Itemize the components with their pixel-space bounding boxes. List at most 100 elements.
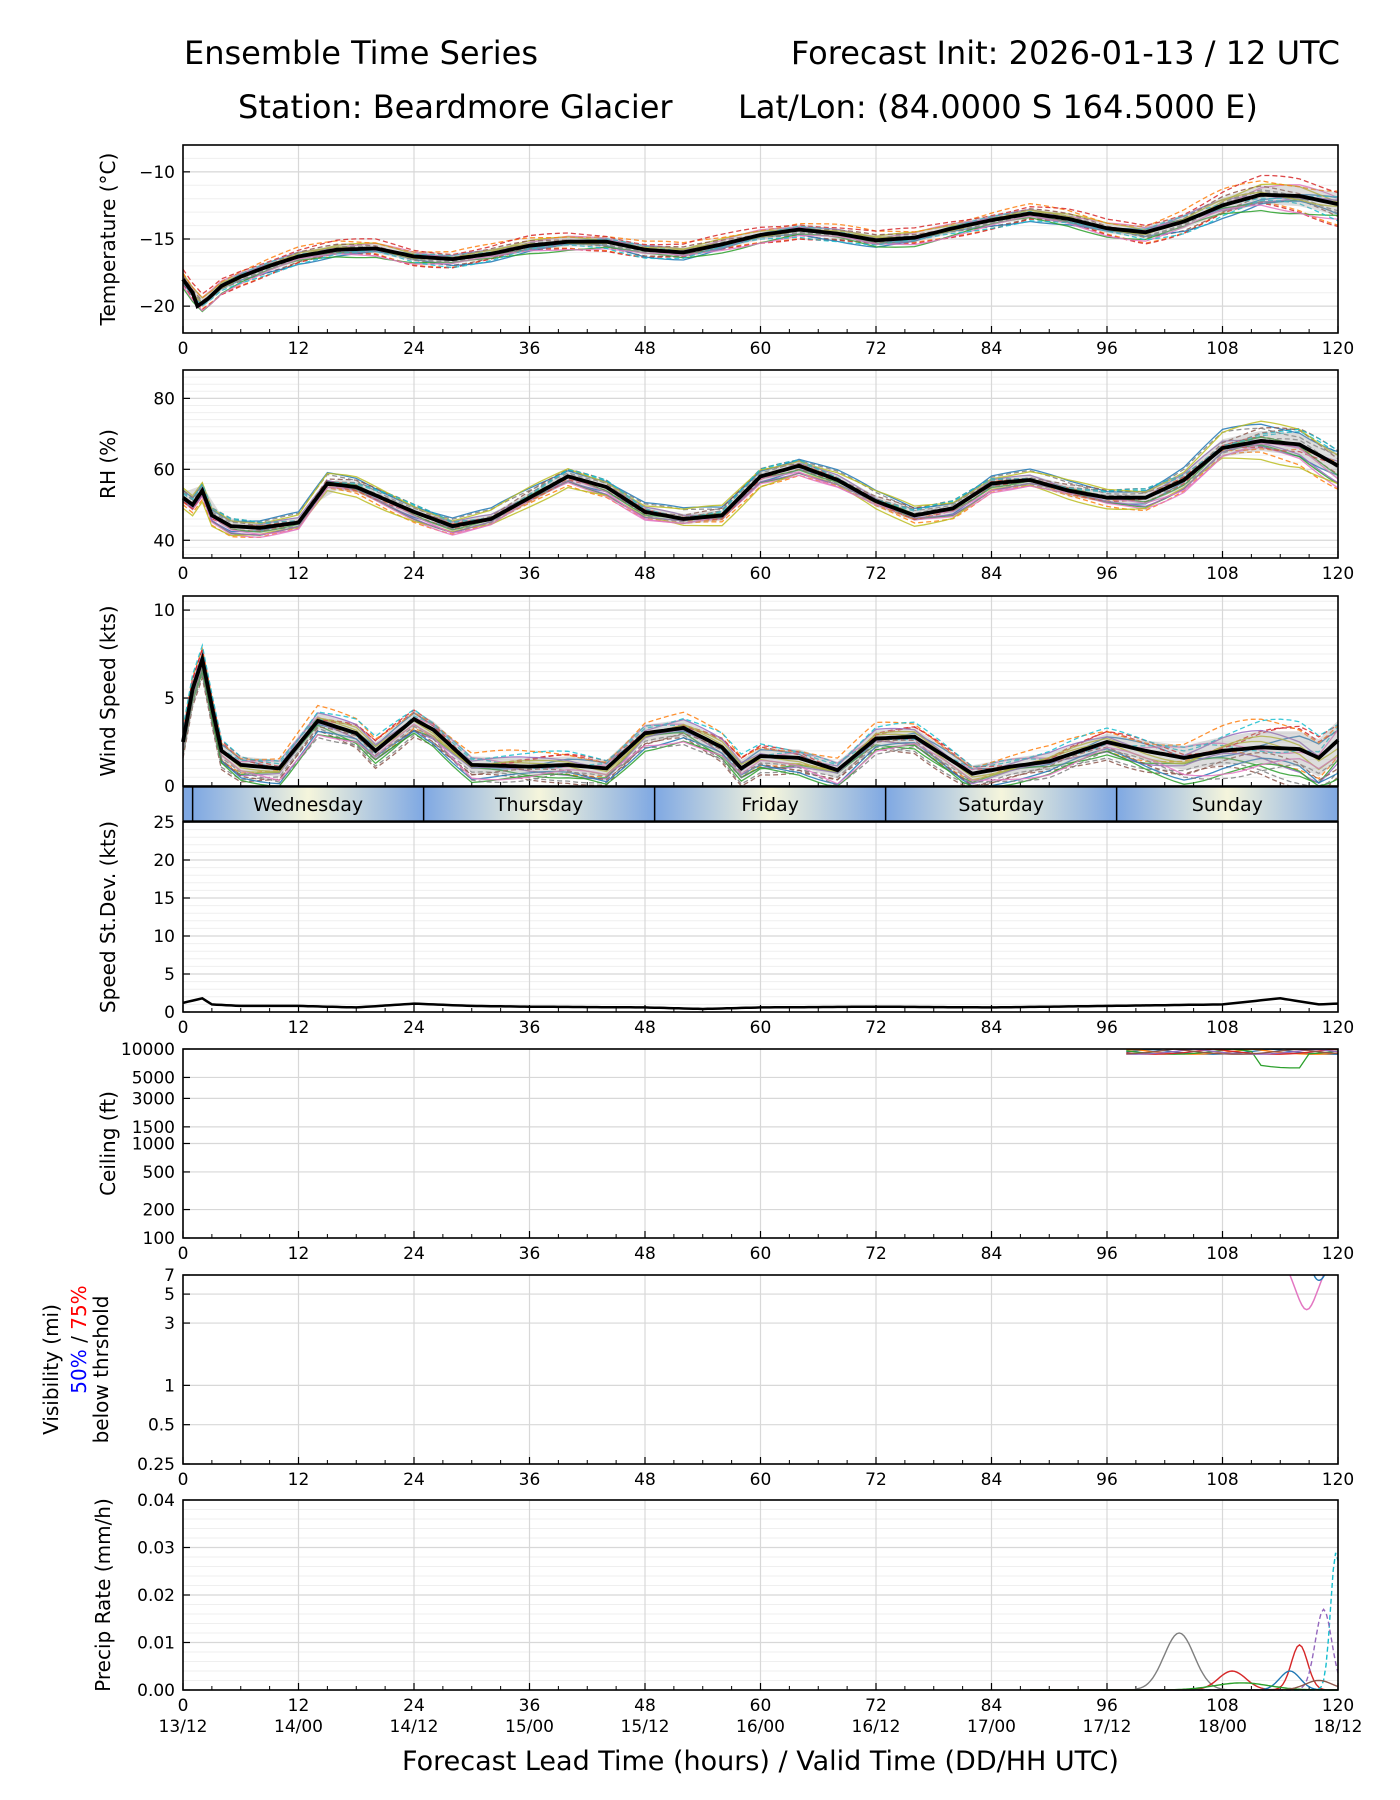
panel-frame	[182, 821, 1339, 1013]
day-band: Wednesday Thursday Friday Saturday Sunday	[182, 786, 1339, 822]
y-tick-label: 500	[143, 1163, 175, 1183]
x-tick-label: 24	[403, 339, 425, 359]
x-tick-label: 12	[288, 1470, 310, 1490]
x-tick-label: 36	[519, 339, 541, 359]
x-tick-label: 72	[865, 1470, 887, 1490]
pct-75-label: 75%	[67, 1285, 91, 1329]
x-tick-label: 120	[1322, 1470, 1354, 1490]
y-tick-label: −15	[139, 230, 175, 250]
y-axis-label: Visibility (mi)	[39, 1304, 63, 1435]
valid-time-label: 14/00	[274, 1717, 323, 1737]
ensemble-member-line	[182, 204, 1339, 312]
y-tick-label: 80	[153, 389, 175, 409]
x-tick-label: 12	[288, 1018, 310, 1038]
ensemble-mean-line	[181, 651, 1340, 776]
visibility-member-line	[1313, 1274, 1326, 1282]
x-tick-label: 0	[178, 1018, 189, 1038]
day-band-segment	[885, 787, 1117, 821]
x-tick-label: 96	[1096, 1696, 1118, 1716]
ensemble-member-line	[182, 666, 1339, 787]
x-tick-label: 72	[865, 564, 887, 584]
x-tick-label: 0	[178, 1244, 189, 1264]
valid-time-label: 17/12	[1083, 1717, 1132, 1737]
x-tick-label: 120	[1322, 564, 1354, 584]
valid-time-label: 13/12	[159, 1717, 208, 1737]
y-tick-label: 5	[164, 965, 175, 985]
ensemble-member-line	[182, 675, 1339, 787]
y-tick-label: 0.5	[148, 1416, 175, 1436]
ensemble-member-line	[182, 664, 1339, 785]
y-tick-label: −10	[139, 163, 175, 183]
ensemble-member-line	[182, 428, 1339, 524]
ceiling-member-line	[1126, 1048, 1339, 1055]
precip-member-line	[1030, 1552, 1339, 1691]
latlon-label: Lat/Lon: (84.0000 S 164.5000 E)	[738, 88, 1258, 126]
y-tick-label: 0.00	[137, 1681, 175, 1701]
y-axis-label: Temperature (°C)	[96, 153, 120, 327]
x-tick-label: 72	[865, 339, 887, 359]
x-tick-label: 72	[865, 1018, 887, 1038]
x-tick-label: 60	[750, 1244, 772, 1264]
day-band-label: Saturday	[958, 794, 1044, 816]
y-axis-label: Speed St.Dev. (kts)	[96, 821, 120, 1013]
ensemble-member-line	[182, 442, 1339, 536]
day-band-label: Sunday	[1192, 794, 1263, 816]
x-tick-label: 120	[1322, 1244, 1354, 1264]
ensemble-mean-line	[182, 996, 1339, 1011]
y-tick-label: 1000	[132, 1135, 175, 1155]
panel-wind: 0 5 10 Wind Speed (kts)	[96, 595, 1340, 797]
valid-time-label: 14/12	[390, 1717, 439, 1737]
x-tick-label: 48	[634, 564, 656, 584]
x-tick-label: 24	[403, 1696, 425, 1716]
x-tick-label: 108	[1206, 1470, 1238, 1490]
x-tick-label: 48	[634, 1244, 656, 1264]
x-tick-label: 108	[1206, 1696, 1238, 1716]
y-tick-label: 200	[143, 1201, 175, 1221]
day-band-segment	[423, 787, 655, 821]
x-tick-label: 24	[403, 1470, 425, 1490]
y-tick-label: 0.03	[137, 1539, 175, 1559]
x-tick-label: 36	[519, 1244, 541, 1264]
x-tick-label: 84	[981, 1244, 1003, 1264]
y-tick-label: 3000	[132, 1089, 175, 1109]
ceiling-member-line	[1126, 1048, 1339, 1055]
day-band-segment	[192, 787, 424, 821]
y-tick-label: 0.04	[137, 1491, 175, 1511]
y-tick-label: −20	[139, 297, 175, 317]
x-tick-label: 60	[750, 1470, 772, 1490]
y-axis-label-percentiles: 50% / 75%	[67, 1285, 91, 1393]
y-tick-label: 15	[153, 889, 175, 909]
visibility-member-line	[1289, 1274, 1325, 1311]
y-tick-label: 1	[164, 1376, 175, 1396]
x-tick-label: 0	[178, 564, 189, 584]
ensemble-mean-line	[181, 192, 1339, 310]
x-tick-label: 36	[519, 1470, 541, 1490]
x-tick-label: 36	[519, 564, 541, 584]
x-tick-label: 84	[981, 1018, 1003, 1038]
y-tick-label: 10	[153, 601, 175, 621]
y-tick-label: 0	[164, 1003, 175, 1023]
y-tick-label: 10000	[121, 1040, 175, 1060]
ensemble-member-line	[182, 420, 1339, 524]
pct-separator: /	[67, 1330, 91, 1349]
x-tick-label: 96	[1096, 1018, 1118, 1038]
ensemble-member-line	[182, 672, 1339, 787]
x-tick-label: 60	[750, 1696, 772, 1716]
panel-frame	[182, 1048, 1339, 1239]
ensemble-member-line	[182, 662, 1339, 787]
panel-vis: 0.25 0.5 1 3 57 0 12 24 36 48 60 72 84 96 108 120 Visibi…	[39, 1266, 1354, 1490]
day-band-frame	[182, 786, 1339, 822]
x-tick-label: 120	[1322, 1696, 1354, 1716]
panel-precip: 0.00 0.01 0.02 0.03 0.04 0 12 24 36 48 60 72 84 96 108…	[91, 1491, 1363, 1777]
day-band-label: Wednesday	[253, 794, 363, 816]
x-tick-label: 60	[750, 564, 772, 584]
y-tick-label: 25	[153, 813, 175, 833]
ensemble-member-line	[182, 669, 1339, 784]
x-tick-label: 12	[288, 1244, 310, 1264]
x-tick-label: 12	[288, 339, 310, 359]
y-tick-label: 7	[164, 1266, 175, 1286]
x-tick-label: 36	[519, 1018, 541, 1038]
x-tick-label: 96	[1096, 564, 1118, 584]
panel-frame	[182, 595, 1339, 787]
